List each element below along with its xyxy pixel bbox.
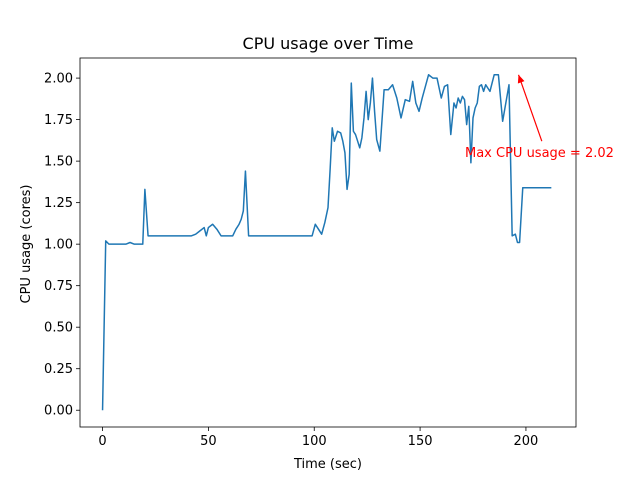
y-tick-label: 0.00 bbox=[44, 404, 73, 419]
y-tick-label: 0.50 bbox=[44, 321, 73, 336]
x-tick-label: 0 bbox=[98, 434, 106, 449]
annotation-arrow-head bbox=[517, 74, 525, 84]
x-tick-label: 200 bbox=[514, 434, 539, 449]
y-axis-label: CPU usage (cores) bbox=[19, 185, 34, 304]
annotation-arrow-line bbox=[517, 74, 543, 142]
plot-area bbox=[101, 74, 552, 411]
axes: 0 50 100 150 200 0.00 0.25 0.50 0.75 1.00 1.25 1.50… bbox=[44, 57, 577, 449]
x-tick-label: 150 bbox=[408, 434, 433, 449]
x-axis-label: Time (sec) bbox=[293, 457, 362, 472]
chart-title: CPU usage over Time bbox=[243, 34, 414, 53]
y-tick-label: 1.75 bbox=[44, 113, 73, 128]
y-tick-label: 0.75 bbox=[44, 279, 73, 294]
x-tick-label: 100 bbox=[302, 434, 327, 449]
annotation-label: Max CPU usage = 2.02 bbox=[465, 146, 614, 161]
y-tick-label: 0.25 bbox=[44, 362, 73, 377]
y-tick-label: 1.50 bbox=[44, 155, 73, 170]
y-tick-label: 2.00 bbox=[44, 72, 73, 87]
series-line-0 bbox=[101, 74, 552, 411]
y-tick-label: 1.25 bbox=[44, 196, 73, 211]
y-tick-label: 1.00 bbox=[44, 238, 73, 253]
x-tick-label: 50 bbox=[200, 434, 217, 449]
axes-frame bbox=[79, 57, 577, 428]
